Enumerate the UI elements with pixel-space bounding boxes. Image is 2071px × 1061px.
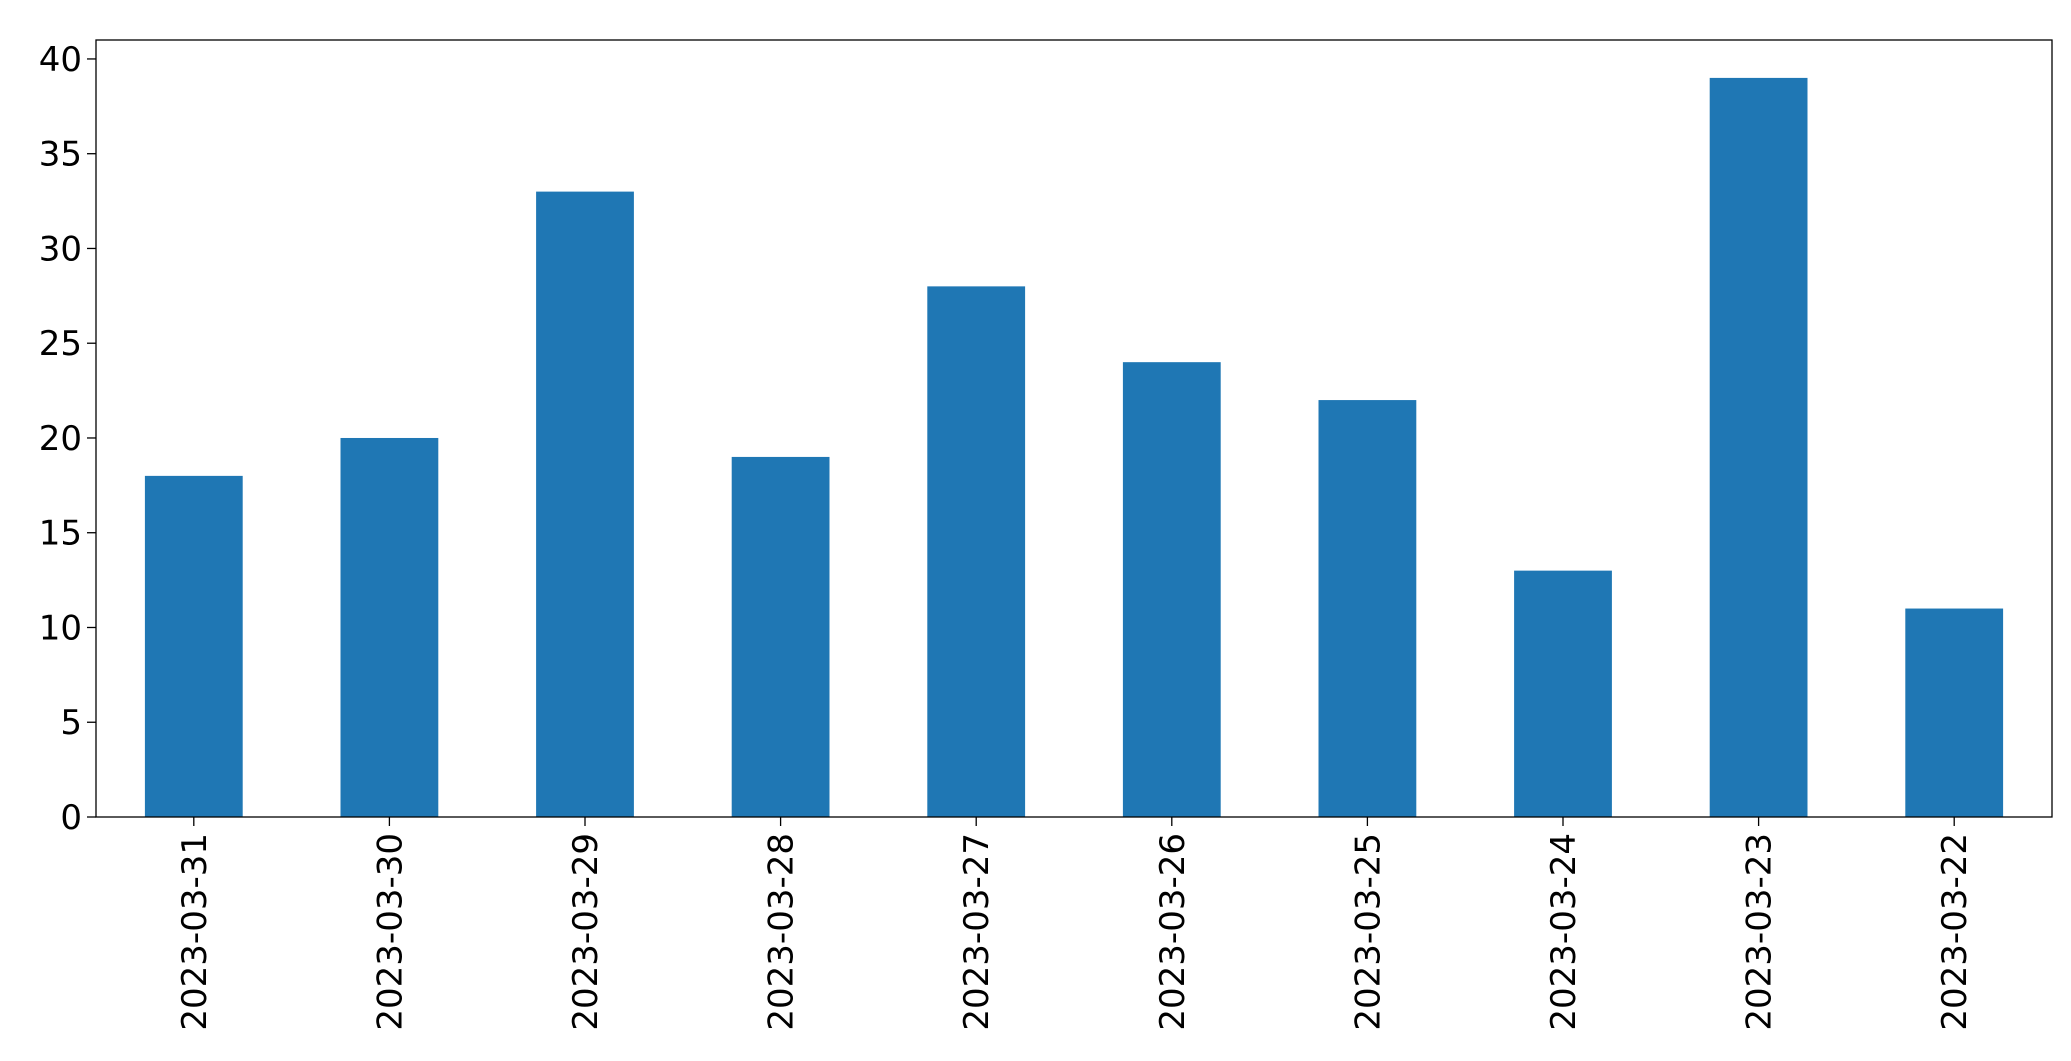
x-tick-label: 2023-03-28 xyxy=(762,833,802,1031)
x-tick-label: 2023-03-31 xyxy=(175,833,215,1031)
x-tick-label: 2023-03-22 xyxy=(1935,833,1975,1031)
x-tick-label: 2023-03-30 xyxy=(370,833,410,1031)
x-tick-label: 2023-03-29 xyxy=(566,833,606,1031)
x-tick-label: 2023-03-27 xyxy=(957,833,997,1031)
x-tick-label: 2023-03-26 xyxy=(1153,833,1193,1031)
bar xyxy=(1905,608,2004,817)
bar xyxy=(731,456,830,817)
bar xyxy=(1318,400,1417,817)
bar xyxy=(1709,77,1808,817)
y-tick-label: 0 xyxy=(60,798,82,838)
x-tick-label: 2023-03-25 xyxy=(1348,833,1388,1031)
y-tick-label: 5 xyxy=(60,703,82,743)
y-tick-label: 15 xyxy=(39,514,82,554)
plot-frame xyxy=(95,39,2053,818)
y-tick-label: 10 xyxy=(39,608,82,648)
y-tick-label: 20 xyxy=(39,419,82,459)
bar xyxy=(536,191,634,818)
x-tick-label: 2023-03-23 xyxy=(1740,833,1780,1031)
y-tick-label: 40 xyxy=(39,40,82,80)
bar xyxy=(1514,570,1612,817)
bar xyxy=(340,437,439,817)
bar xyxy=(1122,362,1221,817)
x-tick-label: 2023-03-24 xyxy=(1544,833,1584,1031)
bar xyxy=(927,286,1026,817)
y-tick-label: 30 xyxy=(39,229,82,269)
y-tick-label: 35 xyxy=(39,135,82,175)
y-tick-label: 25 xyxy=(39,324,82,364)
bar xyxy=(144,475,243,817)
